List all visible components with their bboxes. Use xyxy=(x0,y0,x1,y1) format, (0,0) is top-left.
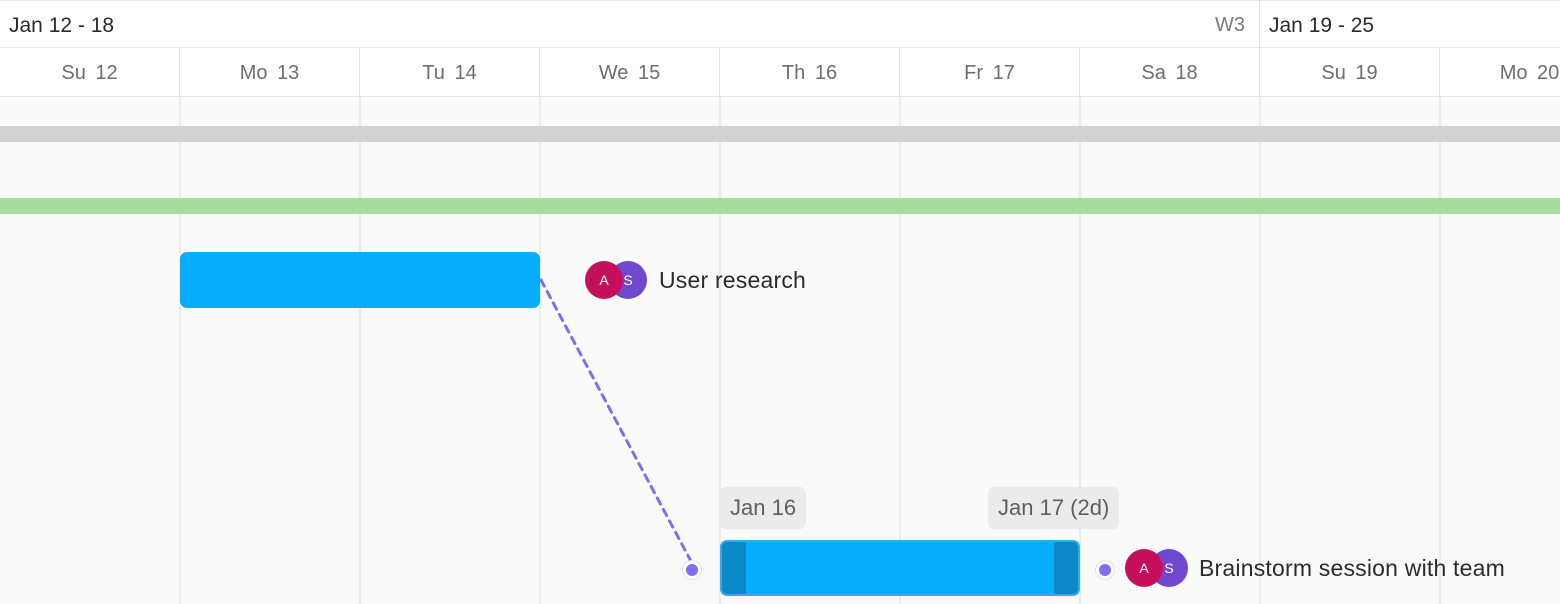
day-label: Su 12 xyxy=(61,62,118,84)
grid-line xyxy=(899,97,901,604)
avatar[interactable]: A xyxy=(585,261,623,299)
task-label[interactable]: User research xyxy=(659,267,807,293)
day-label: Sa 18 xyxy=(1141,62,1198,84)
week-label: Jan 12 - 18 xyxy=(9,14,115,37)
day-header-row: Su 12 Mo 13 Tu 14 We 15 Th 16 Fr 17 Sa 1… xyxy=(0,48,1560,97)
end-date-tooltip: Jan 17 (2d) xyxy=(988,487,1120,529)
grid-line xyxy=(179,97,181,604)
day-label: We 15 xyxy=(598,62,661,84)
dependency-line xyxy=(539,278,695,567)
grid-line xyxy=(719,97,721,604)
day-header-cell: Su 19 xyxy=(1260,48,1440,97)
grid-line xyxy=(1079,97,1081,604)
day-header-cell: Mo 13 xyxy=(180,48,360,97)
day-header-cell: Su 12 xyxy=(0,48,180,97)
start-date-tooltip: Jan 16 xyxy=(720,487,807,529)
task-bar-user-research[interactable] xyxy=(180,252,540,308)
day-header-cell: Fr 17 xyxy=(900,48,1080,97)
day-label: Fr 17 xyxy=(964,62,1015,84)
day-label: Mo 13 xyxy=(239,62,300,84)
week-label: Jan 19 - 25 xyxy=(1269,14,1375,37)
grid-line xyxy=(539,97,541,604)
resize-handle-right[interactable] xyxy=(1054,542,1078,594)
day-header-cell: We 15 xyxy=(540,48,720,97)
dependency-start-handle[interactable] xyxy=(683,561,701,579)
summary-bar-gray[interactable] xyxy=(0,126,1560,142)
day-header-cell: Sa 18 xyxy=(1080,48,1260,97)
week-header-row: Jan 12 - 18 W3 Jan 19 - 25 xyxy=(0,0,1560,49)
day-label: Tu 14 xyxy=(422,62,477,84)
day-header-cell: Tu 14 xyxy=(360,48,540,97)
summary-bar-green[interactable] xyxy=(0,198,1560,214)
avatar[interactable]: A xyxy=(1125,549,1163,587)
task-label[interactable]: Brainstorm session with team xyxy=(1199,555,1505,581)
week-separator xyxy=(1259,1,1260,49)
grid-line xyxy=(359,97,361,604)
day-header-cell: Th 16 xyxy=(720,48,900,97)
day-label: Th 16 xyxy=(781,62,838,84)
dependency-end-handle[interactable] xyxy=(1096,561,1114,579)
grid-line xyxy=(1439,97,1441,604)
task-bar-brainstorm-session[interactable] xyxy=(720,540,1080,596)
grid-line xyxy=(1259,97,1261,604)
week-number: W3 xyxy=(1215,14,1245,36)
resize-handle-left[interactable] xyxy=(722,542,746,594)
day-label: Su 19 xyxy=(1321,62,1378,84)
day-label: Mo 20 xyxy=(1499,62,1560,84)
day-header-cell: Mo 20 xyxy=(1440,48,1560,97)
